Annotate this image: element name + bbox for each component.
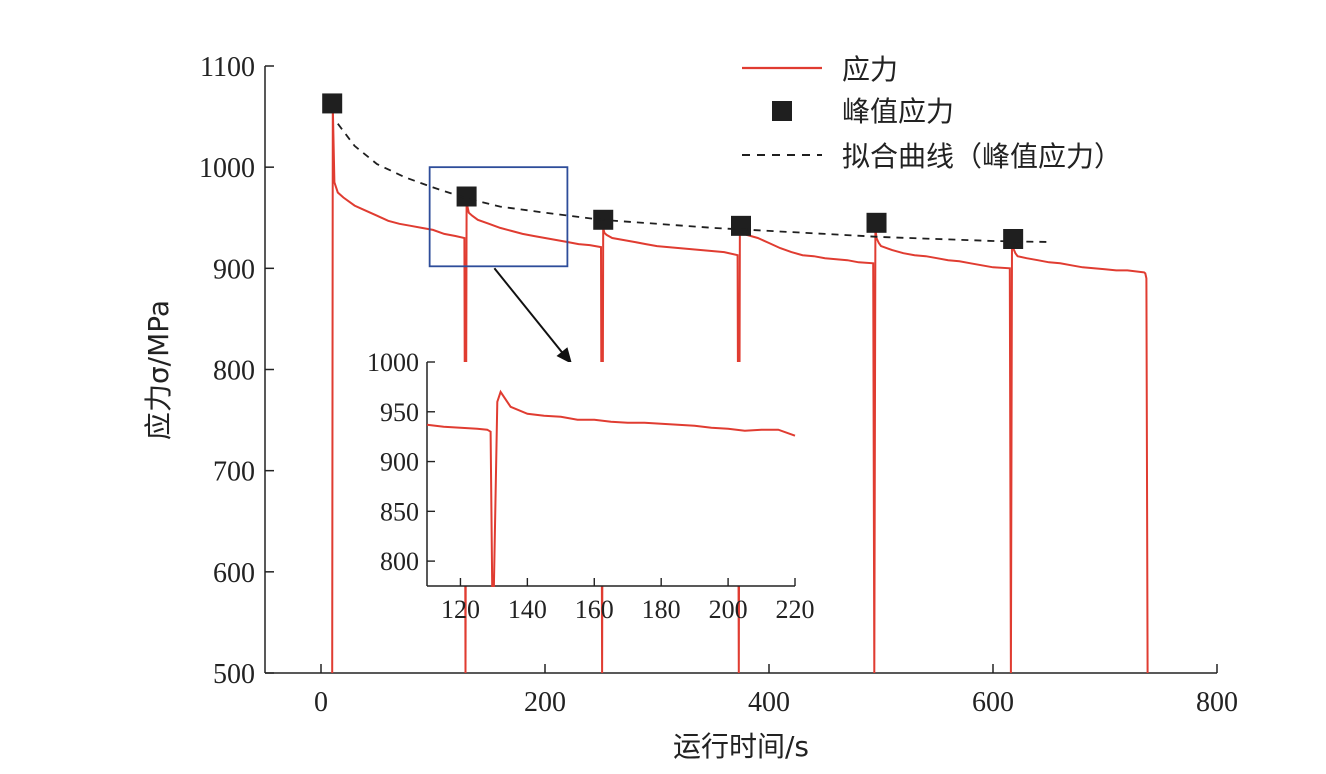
zoom-box: [428, 166, 569, 268]
legend-fit-label: 拟合曲线（峰值应力）: [842, 140, 1122, 173]
zoom-arrow-head: [556, 347, 572, 364]
inset-x-tick-label-1: 140: [508, 595, 547, 624]
legend: 应力 峰值应力 拟合曲线（峰值应力）: [742, 53, 1122, 173]
legend-peak-label: 峰值应力: [842, 95, 954, 128]
y-tick-label-2: 700: [213, 457, 255, 488]
main-series-layer: [322, 93, 1149, 674]
y-tick-label-1: 600: [213, 558, 255, 589]
x-tick-label-2: 400: [748, 687, 790, 718]
y-ticks: 500 600 700 800 900 1000 1100: [199, 52, 274, 690]
inset-y-tick-label-4: 1000: [367, 348, 419, 377]
inset-y-tick-label-3: 950: [380, 398, 419, 427]
inset-y-tick-label-1: 850: [380, 497, 419, 526]
x-tick-label-4: 800: [1196, 687, 1238, 718]
x-tick-label-0: 0: [314, 687, 328, 718]
x-ticks: 0 200 400 600 800: [314, 664, 1238, 718]
legend-peak-swatch: [772, 101, 792, 121]
inset-x-tick-label-5: 220: [776, 595, 815, 624]
inset-chart: 120 140 160 180 200 220 800 850 900 950 1000: [367, 348, 815, 624]
y-tick-label-5: 1000: [199, 153, 255, 184]
inset-y-tick-label-0: 800: [380, 547, 419, 576]
peak-marker-1: [456, 186, 477, 207]
y-tick-label-3: 800: [213, 356, 255, 387]
y-tick-label-6: 1100: [200, 52, 255, 83]
inset-x-tick-label-3: 180: [642, 595, 681, 624]
inset-stress-line: [426, 389, 796, 587]
zoom-arrow: [493, 267, 566, 357]
peak-marker-5: [1003, 228, 1024, 249]
inset-x-tick-label-0: 120: [441, 595, 480, 624]
peak-marker-3: [731, 215, 751, 236]
inset-y-tick-label-2: 900: [380, 448, 419, 477]
peak-marker-4: [866, 212, 887, 233]
legend-stress-label: 应力: [842, 53, 898, 86]
y-axis-title: 应力σ/MPa: [142, 300, 175, 440]
inset-y-ticks: 800 850 900 950 1000: [367, 348, 435, 576]
x-tick-label-1: 200: [524, 687, 566, 718]
x-axis-title: 运行时间/s: [673, 730, 809, 763]
y-tick-label-0: 500: [213, 659, 255, 690]
inset-x-tick-label-4: 200: [709, 595, 748, 624]
series-2-line: [337, 123, 1050, 243]
y-tick-label-4: 900: [213, 254, 255, 285]
inset-x-ticks: 120 140 160 180 200 220: [441, 578, 815, 624]
x-tick-label-3: 600: [972, 687, 1014, 718]
peak-marker-0: [322, 93, 343, 114]
inset-background: [427, 362, 795, 586]
inset-x-tick-label-2: 160: [575, 595, 614, 624]
